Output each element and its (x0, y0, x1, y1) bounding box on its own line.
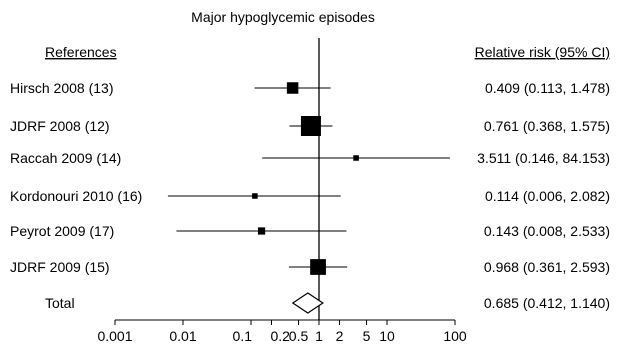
x-tick-label: 0.01 (169, 328, 196, 344)
study-label: Kordonouri 2010 (16) (10, 188, 142, 204)
study-rows: Hirsch 2008 (13) 0.409 (0.113, 1.478) JDRF… (10, 80, 610, 314)
ci-value: 0.114 (0.006, 2.082) (485, 188, 610, 204)
ci-value: 0.761 (0.368, 1.575) (484, 118, 610, 134)
study-row: Hirsch 2008 (13) 0.409 (0.113, 1.478) (10, 80, 610, 96)
x-tick-label: 2 (336, 328, 344, 344)
ci-value: 0.968 (0.361, 2.593) (484, 259, 610, 275)
chart-title: Major hypoglycemic episodes (191, 9, 375, 25)
study-label: JDRF 2008 (12) (10, 118, 110, 134)
x-axis: 0.001 0.01 0.1 0.20.5 1 2 5 10 100 (97, 319, 467, 344)
point-estimate-marker (286, 82, 299, 94)
total-row: Total 0.685 (0.412, 1.140) (45, 292, 610, 314)
study-label: JDRF 2009 (15) (10, 259, 110, 275)
point-estimate-marker (252, 193, 258, 199)
ci-value: 0.143 (0.008, 2.533) (484, 223, 610, 239)
study-label: Raccah 2009 (14) (10, 150, 121, 166)
total-label: Total (45, 295, 75, 311)
x-tick-label: 1 (315, 328, 323, 344)
study-row: Peyrot 2009 (17) 0.143 (0.008, 2.533) (10, 223, 610, 239)
ci-value: 0.409 (0.113, 1.478) (485, 80, 610, 96)
study-row: JDRF 2009 (15) 0.968 (0.361, 2.593) (10, 259, 610, 275)
point-estimate-marker (310, 259, 326, 275)
x-tick-label: 100 (443, 328, 467, 344)
study-row: Raccah 2009 (14) 3.511 (0.146, 84.153) (10, 150, 610, 166)
x-tick-label: 0.5 (289, 328, 309, 344)
x-tick-label: 0.001 (97, 328, 132, 344)
x-tick-label: 5 (363, 328, 371, 344)
x-tick-label: 10 (379, 328, 395, 344)
study-row: Kordonouri 2010 (16) 0.114 (0.006, 2.082) (10, 188, 610, 204)
point-estimate-marker (257, 227, 266, 235)
x-tick-label: 0.1 (233, 328, 253, 344)
total-diamond (291, 292, 324, 314)
total-ci-value: 0.685 (0.412, 1.140) (484, 295, 610, 311)
x-tick-label: 0.2 (270, 328, 290, 344)
ci-value: 3.511 (0.146, 84.153) (477, 150, 610, 166)
references-header: References (45, 44, 117, 60)
study-label: Hirsch 2008 (13) (10, 80, 114, 96)
point-estimate-marker (353, 155, 359, 161)
relative-risk-header: Relative risk (95% CI) (475, 44, 610, 60)
study-row: JDRF 2008 (12) 0.761 (0.368, 1.575) (10, 116, 610, 136)
point-estimate-marker (300, 116, 321, 136)
study-label: Peyrot 2009 (17) (10, 223, 114, 239)
